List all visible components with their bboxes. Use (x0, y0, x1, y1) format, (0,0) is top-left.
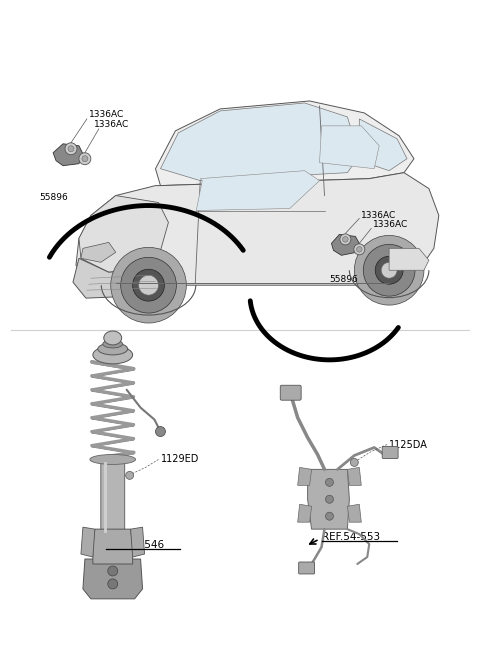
FancyBboxPatch shape (101, 461, 125, 534)
Circle shape (381, 262, 397, 278)
Polygon shape (320, 126, 379, 169)
Text: 55896: 55896 (39, 193, 68, 202)
Circle shape (350, 459, 358, 466)
Circle shape (139, 275, 158, 295)
Circle shape (354, 244, 365, 255)
Circle shape (132, 269, 165, 301)
Text: 55896: 55896 (329, 275, 358, 284)
Circle shape (68, 146, 74, 152)
Polygon shape (76, 173, 439, 285)
Text: 1129ED: 1129ED (160, 455, 199, 464)
Polygon shape (93, 529, 132, 564)
Polygon shape (298, 505, 312, 522)
Circle shape (156, 426, 166, 436)
Circle shape (126, 471, 133, 480)
Circle shape (79, 152, 91, 165)
Text: 1336AC: 1336AC (361, 210, 396, 219)
Polygon shape (73, 258, 166, 298)
Polygon shape (308, 469, 349, 529)
Text: 1125DA: 1125DA (389, 440, 428, 449)
FancyBboxPatch shape (299, 562, 314, 574)
Text: 1336AC: 1336AC (89, 110, 124, 119)
Polygon shape (348, 505, 361, 522)
Circle shape (111, 247, 186, 323)
Circle shape (343, 237, 348, 242)
Polygon shape (83, 559, 143, 599)
Ellipse shape (93, 346, 132, 364)
Circle shape (340, 234, 351, 245)
Text: 1336AC: 1336AC (373, 221, 408, 229)
Circle shape (354, 235, 424, 305)
Polygon shape (196, 171, 320, 210)
Polygon shape (131, 527, 144, 557)
Polygon shape (348, 467, 361, 486)
Circle shape (363, 244, 415, 296)
Ellipse shape (104, 331, 122, 345)
Text: REF.54-553: REF.54-553 (322, 532, 380, 542)
Ellipse shape (90, 455, 136, 464)
Ellipse shape (98, 343, 128, 355)
Circle shape (108, 566, 118, 576)
Polygon shape (79, 196, 168, 272)
FancyBboxPatch shape (382, 447, 398, 459)
Circle shape (357, 246, 362, 252)
Polygon shape (360, 119, 407, 171)
Polygon shape (160, 103, 360, 181)
Circle shape (375, 256, 403, 284)
Polygon shape (389, 248, 429, 270)
Circle shape (82, 156, 88, 162)
FancyBboxPatch shape (280, 385, 301, 400)
Polygon shape (81, 242, 116, 262)
Ellipse shape (103, 340, 123, 348)
Circle shape (65, 143, 77, 155)
Polygon shape (81, 527, 95, 557)
Circle shape (325, 512, 334, 520)
Polygon shape (298, 467, 312, 486)
Circle shape (120, 258, 176, 313)
Circle shape (108, 579, 118, 589)
Polygon shape (53, 144, 83, 166)
Circle shape (325, 495, 334, 503)
Polygon shape (332, 235, 360, 256)
Text: 1336AC: 1336AC (94, 120, 129, 129)
Circle shape (325, 478, 334, 486)
Text: REF.54-546: REF.54-546 (106, 540, 164, 550)
Polygon shape (156, 101, 414, 186)
